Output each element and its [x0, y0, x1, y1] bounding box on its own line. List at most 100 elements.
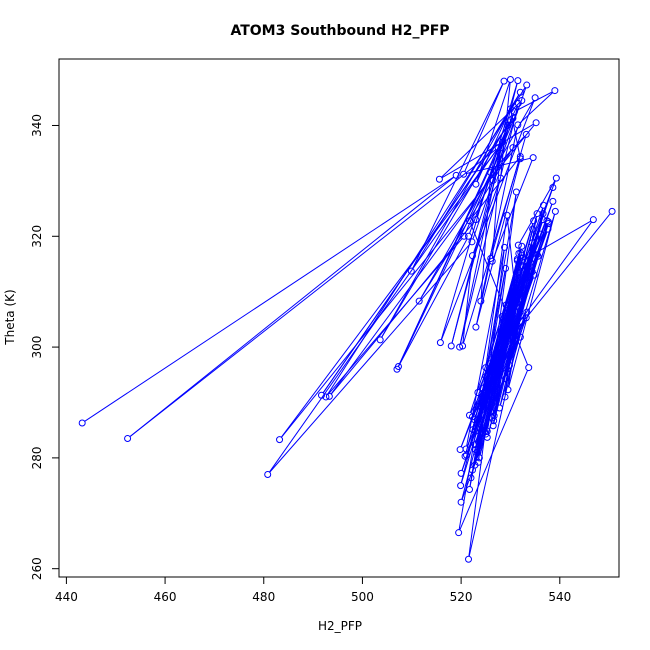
data-point	[470, 416, 478, 424]
data-point	[516, 333, 524, 341]
series-segment	[330, 149, 512, 395]
data-point	[447, 342, 455, 350]
data-point	[502, 375, 510, 383]
data-point	[505, 361, 513, 369]
data-series	[78, 75, 616, 563]
series-segment	[412, 94, 520, 269]
data-point	[473, 416, 481, 424]
x-tick-label: 540	[548, 590, 571, 604]
data-point	[501, 243, 509, 251]
y-axis: 260 280 300 320 340	[30, 114, 60, 580]
data-point	[533, 210, 541, 218]
series-segment	[483, 223, 534, 386]
data-point	[466, 217, 474, 225]
data-point	[500, 77, 508, 85]
data-point	[589, 216, 597, 224]
data-point	[407, 267, 415, 275]
data-point	[468, 238, 476, 246]
data-point	[473, 402, 481, 410]
y-axis-label: Theta (K)	[3, 289, 17, 345]
data-point	[472, 216, 480, 224]
data-point	[471, 427, 479, 435]
data-point	[540, 201, 548, 209]
data-point	[514, 268, 522, 276]
data-point	[325, 392, 333, 400]
data-point	[506, 105, 514, 113]
data-point	[509, 283, 517, 291]
data-point	[460, 170, 468, 178]
series-segment	[485, 218, 508, 365]
y-tick-label: 300	[30, 336, 44, 359]
data-point	[264, 471, 272, 479]
data-point	[475, 454, 483, 462]
data-point	[511, 292, 519, 300]
data-point	[124, 434, 132, 442]
data-point	[530, 217, 538, 225]
data-point	[471, 461, 479, 469]
data-point	[483, 433, 491, 441]
data-point	[529, 225, 537, 233]
data-point	[502, 301, 510, 309]
data-point	[513, 299, 521, 307]
data-point	[537, 230, 545, 238]
data-point	[511, 330, 519, 338]
data-point	[457, 469, 465, 477]
data-point	[504, 386, 512, 394]
data-point	[490, 412, 498, 420]
series-segment	[129, 176, 455, 438]
data-point	[468, 252, 476, 260]
x-axis: 440 460 480 500 520 540	[55, 576, 571, 604]
data-point	[503, 121, 511, 129]
data-point	[525, 364, 533, 372]
data-point	[474, 438, 482, 446]
data-point	[501, 393, 509, 401]
data-point	[529, 154, 537, 162]
data-point	[466, 485, 474, 493]
data-point	[415, 297, 423, 305]
series-segment	[508, 214, 556, 387]
series-segment	[510, 111, 521, 156]
series-segment	[492, 160, 533, 259]
data-point	[503, 211, 511, 219]
series-segment	[523, 220, 591, 261]
data-point	[518, 242, 526, 250]
data-point	[532, 119, 540, 127]
series-segment	[492, 136, 525, 171]
series-segment	[476, 161, 521, 325]
data-point	[499, 354, 507, 362]
series-segment	[494, 149, 512, 179]
data-point	[506, 314, 514, 322]
series-segment	[476, 111, 510, 182]
x-tick-label: 440	[55, 590, 78, 604]
data-point	[511, 279, 519, 287]
series-segment	[462, 159, 520, 344]
data-point	[499, 138, 507, 146]
series-segment	[322, 120, 512, 394]
data-point	[457, 482, 465, 490]
data-point	[322, 393, 330, 401]
data-point	[533, 251, 541, 259]
data-point	[528, 239, 536, 247]
data-point	[498, 313, 506, 321]
data-point	[510, 287, 518, 295]
data-point	[509, 114, 517, 122]
data-point	[452, 171, 460, 179]
series-segment	[280, 144, 502, 438]
data-point	[509, 144, 517, 152]
data-point	[463, 451, 471, 459]
series-segment	[397, 238, 468, 367]
data-point	[534, 252, 542, 260]
series-segment	[397, 120, 513, 367]
series-segment	[519, 180, 556, 243]
data-point	[479, 384, 487, 392]
data-point	[489, 176, 497, 184]
data-point	[608, 207, 616, 215]
x-axis-label: H2_PFP	[318, 619, 362, 633]
x-tick-label: 520	[450, 590, 473, 604]
data-point	[506, 75, 514, 83]
data-point	[465, 232, 473, 240]
data-point	[507, 292, 515, 300]
data-point	[523, 308, 531, 316]
data-point	[487, 169, 495, 177]
